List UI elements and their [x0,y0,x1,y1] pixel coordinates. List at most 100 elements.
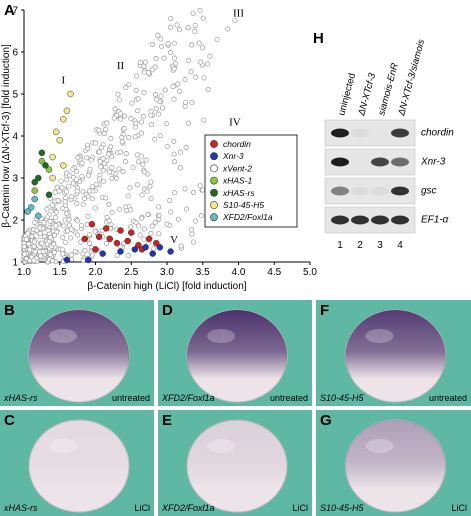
scatter-point-background [116,97,122,103]
scatter-point-background [74,169,80,175]
panel-label-g: G [320,412,332,429]
scatter-point-background [193,74,199,80]
scatter-point-background [68,252,74,258]
gene-label: S10-45-H5 [320,503,364,513]
scatter-point-background [23,256,29,262]
scatter-point-background [22,251,28,257]
scatter-point-background [125,193,131,199]
legend-marker [210,213,218,222]
scatter-point-background [119,139,125,145]
scatter-point-background [78,222,85,228]
scatter-point-background [69,194,75,200]
scatter-point-background [198,59,204,65]
scatter-point-background [167,197,173,204]
condition-label: untreated [111,393,150,403]
scatter-point-background [126,134,132,141]
scatter-point-background [90,252,96,258]
scatter-point-background [138,153,144,159]
scatter-point-background [207,53,213,59]
blot-row [324,206,416,234]
scatter-point-background [159,43,165,50]
embryo-highlight [207,329,235,343]
scatter-point-background [70,166,76,172]
scatter-point-background [45,214,51,220]
scatter-point-background [31,239,38,245]
scatter-point-background [113,175,120,182]
scatter-point-background [200,45,206,51]
scatter-point-background [148,230,154,237]
scatter-point-background [185,25,191,31]
scatter-point-background [52,189,58,195]
scatter-point-background [47,234,54,240]
scatter-point-background [89,196,95,202]
scatter-point-background [164,143,170,149]
blot-band [391,157,409,167]
embryo-highlight [365,329,394,343]
lane-number: 4 [397,240,403,251]
gene-label: XFD2/Foxl1a [162,393,215,403]
scatter-point-background [66,216,72,223]
panel-label-f: F [320,302,330,319]
scatter-point-background [185,57,192,63]
scatter-point-background [54,184,60,190]
blot-band [331,215,349,225]
x-tick-label: 4.5 [267,267,281,278]
embryo-image [345,419,446,513]
blot-band [371,215,389,225]
scatter-point-background [141,90,147,96]
scatter-point-background [75,155,81,161]
embryo-stain [29,420,129,512]
lane-number: 1 [337,240,343,251]
x-axis-label: β-Catenin high (LiCl) [fold induction] [87,281,246,292]
scatter-point-s10-45-h5 [52,128,60,136]
scatter-point-background [132,134,138,140]
scatter-point-background [92,205,98,211]
blot-band [371,157,389,167]
scatter-point-background [60,251,66,257]
scatter-point-s10-45-h5 [60,162,67,169]
scatter-point-background [47,251,53,258]
scatter-point-background [25,230,31,237]
scatter-point-background [168,209,174,215]
scatter-point-background [185,120,191,126]
scatter-point-xnr-3 [149,250,156,257]
scatter-point-background [80,189,86,195]
scatter-point-background [148,195,154,202]
scatter-point-xhas-rs [38,149,46,157]
scatter-point-background [149,67,155,73]
scatter-point-background [63,188,69,195]
scatter-point-background [158,93,164,99]
scatter-point-xnr-3 [63,256,71,264]
scatter-point-background [75,232,81,238]
scatter-point-s10-45-h5 [63,107,71,115]
scatter-point-background [156,212,162,218]
scatter-point-background [42,233,48,239]
scatter-point-background [192,218,199,224]
scatter-point-background [183,144,189,150]
scatter-point-background [141,69,147,75]
scatter-point-background [168,24,174,30]
scatter-point-background [200,15,206,21]
scatter-point-background [79,160,85,166]
scatter-point-background [108,135,114,142]
scatter-point-xhas-rs [42,162,49,169]
scatter-point-background [143,157,149,163]
x-tick-label: 1.5 [53,267,67,278]
scatter-point-chordin [117,227,124,234]
blot-row [324,119,416,147]
x-tick-label: 2.0 [89,267,103,278]
scatter-point-background [141,236,147,242]
blot-band [391,215,409,225]
legend-label: xHAS-rs [222,188,255,198]
scatter-point-chordin [128,229,135,236]
scatter-point-background [192,28,198,34]
scatter-point-xnr-3 [131,246,139,253]
scatter-point-chordin [124,237,131,245]
scatter-point-background [214,36,220,42]
scatter-point-background [128,224,134,230]
scatter-point-background [189,100,195,106]
scatter-point-background [149,122,155,128]
scatter-point-xnr-3 [167,248,174,255]
scatter-point-background [82,248,88,254]
scatter-point-background [153,56,159,62]
